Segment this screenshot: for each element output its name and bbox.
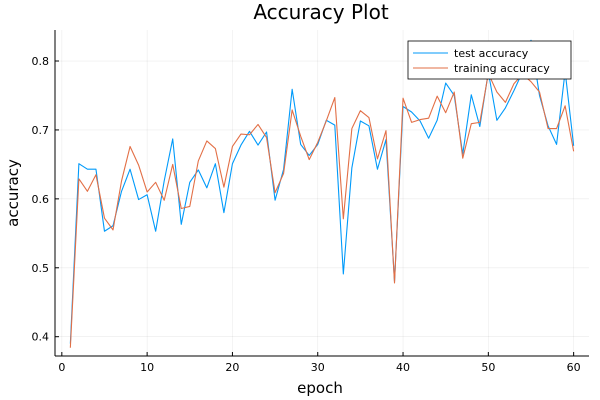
x-tick-label: 30 [311, 361, 325, 374]
chart-title: Accuracy Plot [253, 0, 389, 24]
y-tick-label: 0.5 [32, 262, 50, 275]
x-tick-label: 60 [567, 361, 581, 374]
y-tick-label: 0.7 [32, 124, 50, 137]
legend: test accuracy training accuracy [407, 40, 572, 80]
series-lines [69, 39, 575, 348]
y-tick-label: 0.4 [32, 331, 50, 344]
y-tick-label: 0.6 [32, 193, 50, 206]
x-tick-label: 20 [225, 361, 239, 374]
legend-label-test-accuracy: test accuracy [454, 47, 529, 60]
x-tick-label: 0 [58, 361, 65, 374]
x-axis-label: epoch [297, 379, 343, 397]
y-tick-label: 0.8 [32, 55, 50, 68]
x-tick-label: 40 [396, 361, 410, 374]
legend-box [407, 40, 572, 80]
y-axis-ticks: 0.4 0.5 0.6 0.7 0.8 [32, 55, 59, 344]
x-axis-ticks: 0 10 20 30 40 50 60 [58, 352, 581, 374]
y-axis-label: accuracy [4, 159, 22, 227]
series-line-training-accuracy [69, 72, 575, 348]
legend-label-training-accuracy: training accuracy [454, 62, 550, 75]
x-tick-label: 10 [140, 361, 154, 374]
x-tick-label: 50 [481, 361, 495, 374]
series-line-test-accuracy [69, 39, 575, 344]
gridlines [55, 30, 589, 356]
